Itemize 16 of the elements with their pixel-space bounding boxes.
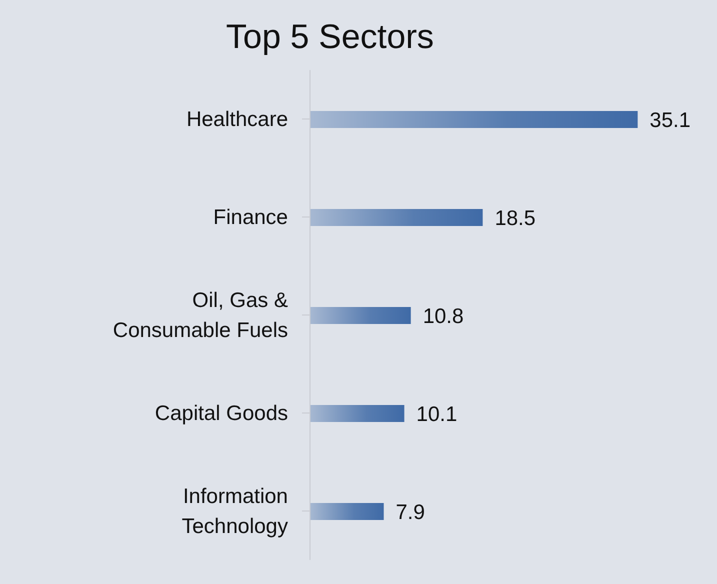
data-label: 18.5: [494, 206, 536, 230]
y-tick-label: Oil, Gas & Consumable Fuels: [112, 288, 288, 342]
bar: [310, 307, 411, 324]
data-label: 10.1: [416, 402, 458, 426]
y-tick-label: Healthcare: [186, 108, 288, 130]
chart-title: Top 5 Sectors: [225, 18, 435, 57]
y-tick-label: Information Technology: [182, 484, 288, 538]
bar: [310, 111, 638, 128]
y-tick-label: Capital Goods: [154, 402, 288, 424]
y-tick-label: Finance: [213, 206, 288, 228]
bar: [310, 209, 483, 226]
bar: [310, 405, 404, 422]
data-label: 7.9: [396, 500, 425, 524]
data-label: 10.8: [422, 304, 464, 328]
data-label: 35.1: [650, 108, 691, 132]
bar: [310, 503, 384, 520]
